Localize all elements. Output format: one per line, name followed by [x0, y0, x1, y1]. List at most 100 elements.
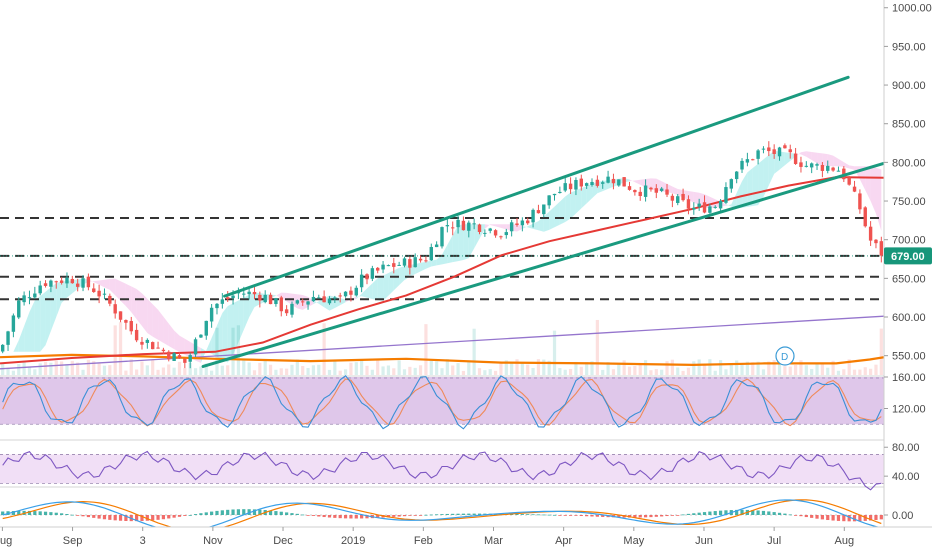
candle-body: [809, 163, 814, 168]
volume-bar: [349, 362, 353, 375]
candle-body: [724, 187, 728, 203]
candle-body: [220, 299, 225, 304]
macd-signal-line: [2, 499, 882, 527]
volume-bar: [499, 362, 503, 375]
last-price-label: 679.00: [891, 251, 925, 263]
volume-bar: [467, 361, 471, 375]
price-tick-label: 900.00: [892, 80, 926, 92]
candle-body: [424, 260, 428, 262]
volume-bar: [676, 367, 680, 375]
volume-bar: [520, 362, 524, 375]
cloud-segment: [849, 165, 855, 170]
cloud-segment: [399, 266, 405, 286]
cloud-segment: [24, 312, 30, 352]
badge-circle[interactable]: [775, 346, 795, 366]
cloud-segment: [586, 183, 593, 204]
candle-body: [204, 320, 208, 336]
candle-body: [574, 179, 578, 190]
purple-ma-line: [0, 315, 884, 370]
cloud-segment: [763, 155, 769, 197]
candle-body: [681, 193, 685, 201]
volume-bar: [852, 369, 857, 375]
macd-histogram-bar: [236, 509, 241, 515]
cloud-segment: [484, 224, 491, 229]
volume-bar: [204, 363, 208, 375]
macd-histogram-bar: [429, 514, 433, 516]
volume-bar: [504, 360, 508, 375]
volume-bar: [879, 328, 883, 375]
badge-label: D: [781, 352, 788, 363]
candle-body: [692, 207, 696, 210]
macd-histogram-bar: [692, 513, 696, 515]
candle-body: [17, 300, 21, 318]
cloud-segment: [174, 330, 180, 352]
candle-body: [515, 223, 519, 225]
candle-body: [306, 301, 310, 305]
volume-bar: [477, 368, 482, 375]
cloud-segment: [141, 293, 148, 333]
last-price-tag: [884, 247, 932, 265]
macd-histogram-bar: [220, 510, 224, 515]
volume-bar: [606, 362, 610, 375]
volume-bar: [804, 365, 808, 375]
macd-histogram-bar: [804, 515, 808, 518]
price-tick-label: 950.00: [892, 41, 926, 53]
cloud-segment: [693, 191, 700, 206]
price-candles: [0, 141, 884, 369]
macd-histogram-bar: [408, 515, 412, 516]
macd-histogram-bar: [836, 515, 841, 521]
macd-histogram-bar: [531, 514, 535, 516]
cloud-segment: [495, 224, 501, 228]
trend-channel[interactable]: [201, 75, 908, 368]
candle-body: [49, 280, 53, 287]
macd-histogram-bar: [113, 515, 117, 521]
time-tick-label: 2019: [341, 535, 365, 547]
candle-body: [193, 339, 198, 355]
cloud-segment: [340, 298, 346, 306]
macd-histogram-bar: [54, 512, 58, 515]
macd-histogram-bar: [445, 513, 449, 515]
cloud-segment: [768, 150, 775, 186]
macd-histogram-bar: [33, 511, 37, 515]
moving-averages: [0, 176, 884, 370]
volume-bar: [97, 363, 101, 375]
cloud-segment: [650, 178, 657, 191]
candle-body: [815, 164, 819, 166]
macd-histogram-bar: [783, 513, 787, 515]
volume-bar: [268, 364, 273, 375]
candle-body: [643, 185, 648, 197]
macd-histogram-bar: [210, 511, 214, 515]
macd-histogram-bar: [17, 510, 21, 515]
macd-histogram-bar: [477, 513, 482, 515]
channel-lower-line[interactable]: [201, 156, 908, 368]
candle-body: [451, 227, 455, 229]
channel-upper-line[interactable]: [223, 75, 850, 298]
candle-body: [70, 278, 75, 284]
dividend-badge[interactable]: D: [775, 346, 795, 366]
macd-histogram-bar: [617, 515, 621, 518]
volume-bar: [451, 365, 455, 375]
volume-bar: [285, 368, 289, 375]
volume-bar: [563, 369, 567, 375]
volume-bar: [869, 368, 873, 375]
macd-histogram-bar: [472, 513, 476, 515]
candle-body: [547, 195, 551, 206]
cloud-segment: [93, 280, 100, 285]
macd-histogram-bar: [183, 515, 187, 516]
volume-bar: [102, 365, 107, 375]
cloud-segment: [458, 224, 464, 262]
volume-bar: [686, 367, 691, 375]
volume-bar: [660, 369, 664, 375]
candle-body: [526, 220, 530, 224]
volume-bar: [76, 362, 80, 375]
time-tick-label: Sep: [63, 535, 83, 547]
candle-body: [172, 353, 176, 361]
volume-bar: [611, 369, 616, 375]
candle-body: [740, 160, 744, 170]
volume-bar: [622, 360, 626, 375]
macd-histogram-bar: [376, 515, 380, 518]
macd-histogram-bar: [295, 513, 299, 515]
volume-bar: [135, 369, 139, 375]
macd-histogram-bar: [558, 515, 562, 516]
